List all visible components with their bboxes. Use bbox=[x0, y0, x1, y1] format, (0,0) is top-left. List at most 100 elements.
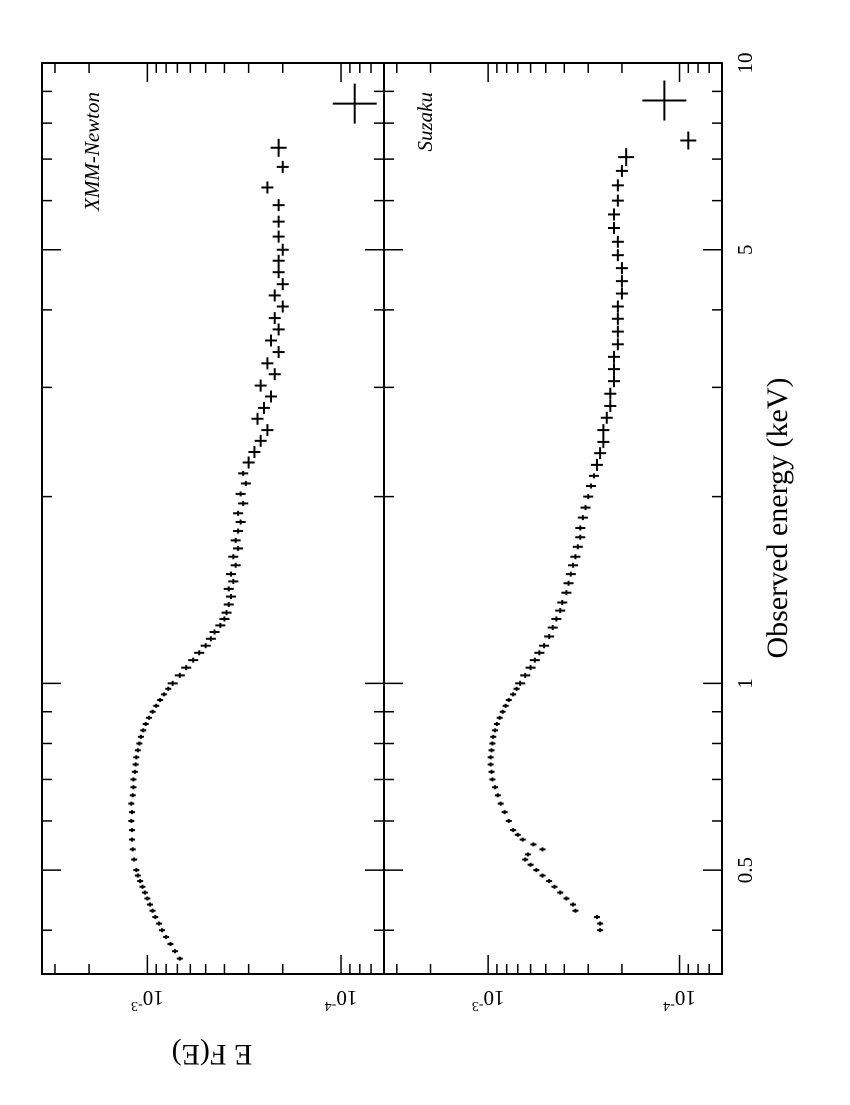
data-point bbox=[594, 447, 607, 460]
y-axis-title: E F(E) bbox=[172, 1038, 253, 1071]
data-point bbox=[533, 868, 540, 873]
data-point bbox=[261, 181, 274, 194]
axis-labels: 0.5 1 5 10 Observed energy (keV) 10-3 10-3 10-4… bbox=[80, 53, 794, 1072]
data-point bbox=[272, 254, 285, 267]
data-point bbox=[487, 762, 494, 767]
data-point bbox=[583, 494, 594, 500]
data-point bbox=[597, 928, 604, 933]
panel-frame-2 bbox=[383, 62, 723, 975]
data-point bbox=[547, 625, 558, 631]
svg-text:10-3: 10-3 bbox=[472, 986, 505, 1013]
data-point bbox=[139, 884, 146, 889]
data-point bbox=[161, 692, 168, 697]
data-point bbox=[544, 633, 555, 639]
data-point bbox=[240, 480, 251, 486]
data-point bbox=[233, 545, 244, 551]
data-point bbox=[238, 470, 249, 476]
panel-label-2: Suzaku bbox=[413, 92, 437, 152]
data-point bbox=[490, 734, 497, 739]
data-point bbox=[611, 300, 624, 313]
data-point bbox=[129, 847, 136, 852]
data-point bbox=[276, 160, 289, 173]
data-point bbox=[546, 879, 553, 884]
data-point bbox=[268, 289, 281, 302]
data-point bbox=[272, 215, 285, 228]
data-point bbox=[132, 762, 139, 767]
x-tick-label: 5 bbox=[733, 244, 757, 255]
data-point bbox=[488, 748, 495, 753]
y-tick-label: 10-3 bbox=[131, 986, 164, 1013]
x-tick-label: 10 bbox=[733, 53, 757, 74]
data-point bbox=[493, 721, 500, 726]
data-point bbox=[597, 435, 610, 448]
data-point bbox=[276, 300, 289, 313]
data-point bbox=[575, 525, 586, 531]
data-point bbox=[238, 500, 249, 506]
data-point bbox=[257, 401, 270, 414]
data-point bbox=[129, 837, 136, 842]
data-point bbox=[146, 902, 153, 907]
data-point bbox=[642, 80, 687, 121]
y-tick-label: 10-4 bbox=[325, 986, 358, 1013]
data-point bbox=[492, 728, 499, 733]
data-point bbox=[519, 837, 526, 842]
data-point bbox=[611, 312, 624, 325]
data-point bbox=[223, 602, 234, 608]
data-point bbox=[129, 793, 136, 798]
data-point bbox=[165, 686, 172, 691]
data-point bbox=[615, 275, 628, 288]
x-tick-label: 1 bbox=[733, 678, 757, 689]
data-point bbox=[489, 777, 496, 782]
svg-text:10-4: 10-4 bbox=[663, 986, 696, 1013]
data-point bbox=[492, 785, 499, 790]
data-point bbox=[611, 249, 624, 262]
data-point bbox=[129, 810, 136, 815]
data-point bbox=[604, 399, 617, 412]
data-point bbox=[133, 755, 140, 760]
panel-frames bbox=[41, 62, 723, 975]
data-point bbox=[611, 235, 624, 248]
data-point bbox=[129, 828, 136, 833]
data-point bbox=[499, 709, 506, 714]
data-point bbox=[149, 908, 156, 913]
x-tick-label: 0.5 bbox=[733, 857, 757, 883]
data-point bbox=[261, 424, 274, 437]
data-point bbox=[137, 879, 144, 884]
data-point bbox=[551, 884, 558, 889]
data-point bbox=[149, 709, 156, 714]
data-point bbox=[128, 801, 135, 806]
data-point bbox=[496, 715, 503, 720]
data-point bbox=[261, 357, 274, 370]
data-point bbox=[225, 571, 236, 577]
data-point bbox=[205, 636, 216, 642]
data-point bbox=[530, 842, 537, 847]
data-point bbox=[133, 868, 140, 873]
data-point bbox=[607, 350, 620, 363]
svg-text:10-4: 10-4 bbox=[325, 986, 358, 1013]
data-point bbox=[159, 928, 166, 933]
data-point bbox=[235, 519, 246, 525]
data-point bbox=[225, 594, 236, 600]
data-point bbox=[597, 424, 610, 437]
y-tick-label: 10-4 bbox=[663, 986, 696, 1013]
data-point bbox=[611, 194, 624, 207]
data-point bbox=[134, 748, 141, 753]
data-point bbox=[152, 915, 159, 920]
data-point bbox=[230, 537, 241, 543]
data-point bbox=[228, 554, 239, 560]
data-point bbox=[215, 622, 226, 628]
data-point bbox=[565, 571, 576, 577]
data-point bbox=[515, 680, 526, 686]
data-point bbox=[176, 956, 183, 961]
data-point bbox=[254, 434, 267, 447]
data-point bbox=[489, 741, 496, 746]
data-point bbox=[494, 793, 501, 798]
data-point bbox=[563, 580, 574, 586]
data-point bbox=[501, 810, 508, 815]
data-point bbox=[223, 586, 234, 592]
data-point bbox=[615, 164, 628, 177]
data-point bbox=[276, 243, 289, 256]
data-point bbox=[529, 657, 540, 663]
data-point bbox=[146, 715, 153, 720]
